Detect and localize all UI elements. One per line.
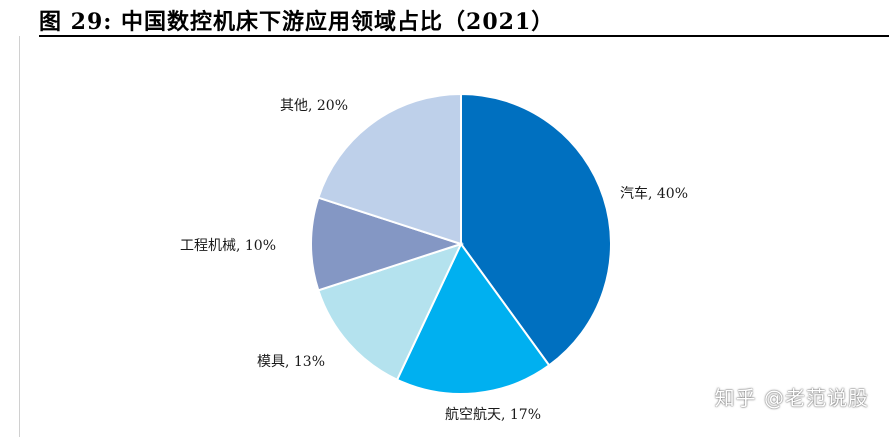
slice-label-1: 航空航天, 17% [445,407,541,423]
pie-slice-3 [309,196,465,292]
pie-slice-2 [317,242,463,382]
slice-label-4: 其他, 20% [280,98,348,114]
pie-slice-1 [395,242,551,395]
left-border-line [19,36,20,437]
slice-label-2: 模具, 13% [257,354,325,370]
title-underline [39,35,889,37]
slice-label-0: 汽车, 40% [620,185,688,202]
pie-slice-4 [317,92,462,246]
pie-slice-0 [460,92,612,367]
watermark: 知乎 @老范说股 [714,386,869,410]
figure-title: 图 29: 中国数控机床下游应用领域占比（2021） [39,9,555,35]
slice-label-3: 工程机械, 10% [180,238,276,254]
